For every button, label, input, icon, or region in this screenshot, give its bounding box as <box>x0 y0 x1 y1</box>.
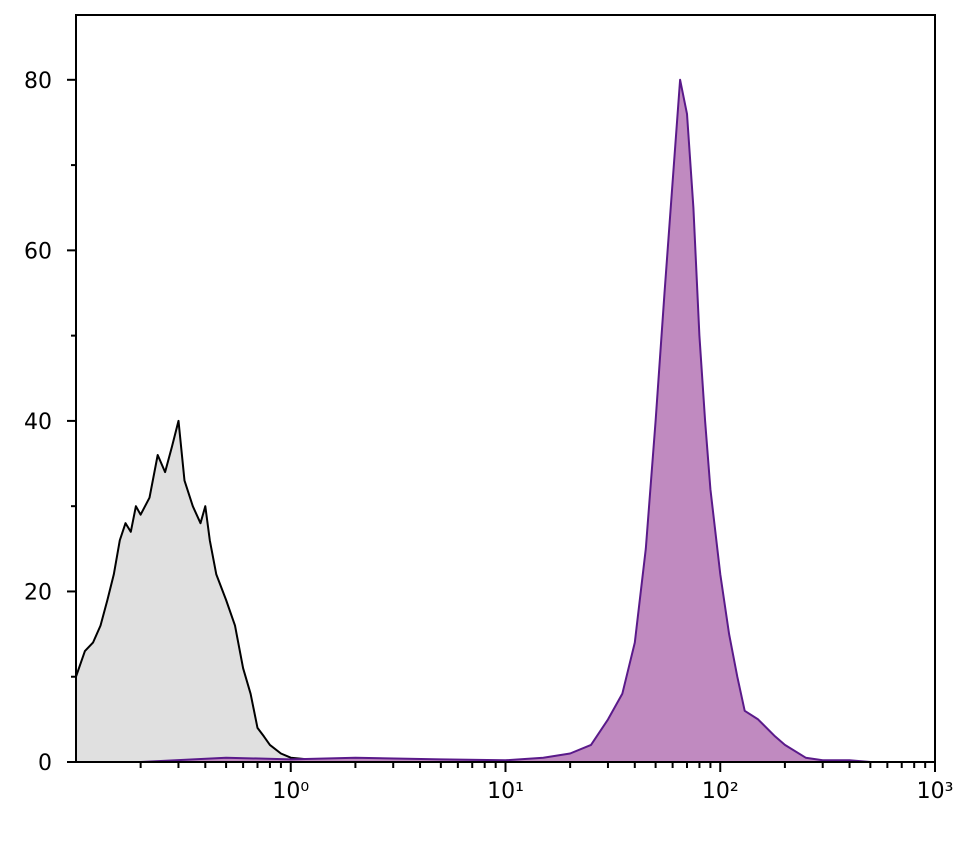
x-tick-label: 10¹ <box>487 779 524 804</box>
y-tick-label: 20 <box>24 580 52 605</box>
x-tick-label: 10⁰ <box>272 779 309 804</box>
plot-area <box>76 78 872 762</box>
histogram-area <box>139 78 872 762</box>
y-tick-label: 80 <box>24 69 52 94</box>
y-tick-label: 0 <box>38 751 52 776</box>
y-tick-label: 60 <box>24 239 52 264</box>
x-tick-label: 10² <box>702 779 739 804</box>
histogram-area <box>76 419 330 762</box>
x-tick-label: 10³ <box>917 779 954 804</box>
y-tick-label: 40 <box>24 410 52 435</box>
